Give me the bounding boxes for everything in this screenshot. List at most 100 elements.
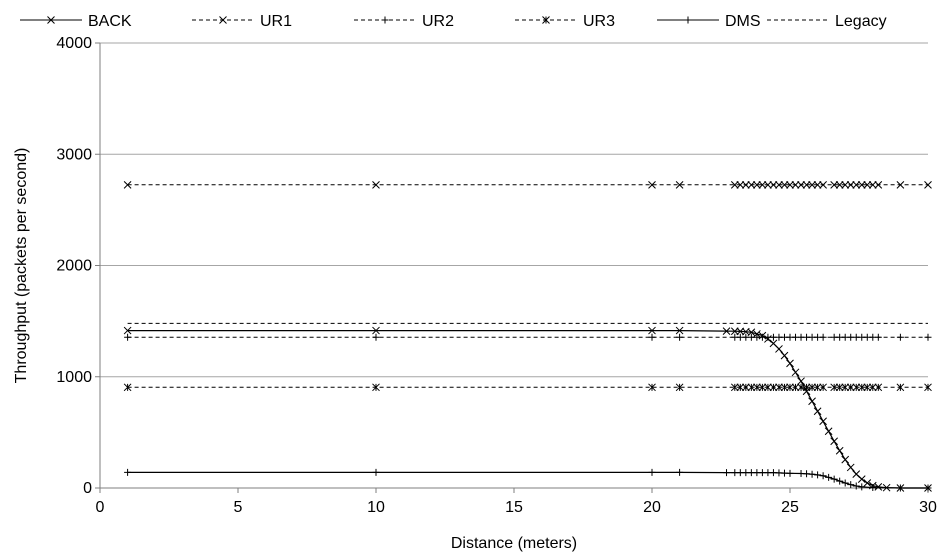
data-point-back xyxy=(675,326,684,335)
data-point-ur2 xyxy=(372,333,380,341)
data-point-ur3 xyxy=(819,383,827,392)
data-point-ur1 xyxy=(819,180,827,189)
data-point-ur3 xyxy=(730,383,739,392)
data-point-dms xyxy=(858,483,866,491)
data-point-ur3 xyxy=(830,383,839,392)
data-point-ur3 xyxy=(123,383,132,392)
legend-item-dms: DMS xyxy=(657,13,761,30)
data-point-ur1 xyxy=(764,180,772,189)
legend-item-ur1: UR1 xyxy=(192,13,292,30)
series-back xyxy=(123,326,932,492)
legend-item-legacy: Legacy xyxy=(767,13,887,30)
data-point-back xyxy=(786,359,794,368)
data-point-ur3 xyxy=(874,383,883,392)
data-point-dms xyxy=(825,473,833,481)
data-point-ur3 xyxy=(372,383,380,392)
data-point-back xyxy=(813,407,822,416)
data-point-back xyxy=(802,387,811,396)
data-point-ur1 xyxy=(835,180,844,189)
data-point-ur3 xyxy=(753,383,761,392)
data-point-ur3 xyxy=(764,383,772,392)
data-point-ur3 xyxy=(924,383,932,392)
data-point-ur1 xyxy=(874,180,883,189)
data-point-dms xyxy=(924,484,932,492)
data-point-ur1 xyxy=(741,180,750,189)
data-point-ur3 xyxy=(780,383,789,392)
data-point-ur3 xyxy=(808,383,816,392)
data-point-dms xyxy=(808,470,816,478)
data-point-dms xyxy=(819,472,827,480)
axes: 0 1000 2000 3000 4000 0 5 10 15 20 25 30 xyxy=(56,35,937,516)
data-point-ur3 xyxy=(813,383,822,392)
data-point-ur1 xyxy=(123,180,132,189)
data-point-ur1 xyxy=(786,180,794,189)
data-point-dms xyxy=(648,468,656,476)
data-point-ur1 xyxy=(775,180,783,189)
data-point-ur1 xyxy=(841,180,850,189)
data-point-dms xyxy=(830,475,838,483)
data-point-ur1 xyxy=(675,180,684,189)
legend-item-ur3: UR3 xyxy=(515,13,615,30)
data-point-ur1 xyxy=(736,180,745,189)
y-tick-label: 0 xyxy=(83,480,92,497)
data-point-ur2 xyxy=(896,333,904,341)
data-point-back xyxy=(841,455,850,464)
legend-label: BACK xyxy=(88,13,132,30)
series-ur3 xyxy=(123,383,932,392)
data-point-ur3 xyxy=(863,383,872,392)
data-point-ur1 xyxy=(747,180,756,189)
data-point-ur3 xyxy=(846,383,855,392)
y-tick-label: 1000 xyxy=(56,369,92,386)
data-point-back xyxy=(648,326,656,335)
legend-marker xyxy=(219,16,227,24)
data-point-back xyxy=(835,446,844,455)
legend: BACK UR1 UR2 UR3 DMS Legacy xyxy=(20,13,887,30)
data-point-ur2 xyxy=(676,333,684,341)
x-tick-label: 25 xyxy=(781,499,799,516)
x-tick-label: 30 xyxy=(919,499,937,516)
series-line-dms xyxy=(127,471,928,489)
legend-label: DMS xyxy=(725,13,761,30)
data-point-back xyxy=(747,328,756,337)
data-point-ur1 xyxy=(924,180,932,189)
legend-marker xyxy=(47,16,55,24)
series-line-back xyxy=(127,330,928,489)
x-tick-label: 20 xyxy=(643,499,661,516)
data-point-ur1 xyxy=(372,180,380,189)
legend-label: UR3 xyxy=(583,13,615,30)
data-point-dms xyxy=(814,471,822,479)
legend-label: Legacy xyxy=(835,13,887,30)
x-tick-label: 0 xyxy=(96,499,105,516)
data-point-ur1 xyxy=(791,180,800,189)
data-point-back xyxy=(846,463,855,472)
data-point-ur1 xyxy=(857,180,866,189)
data-point-ur1 xyxy=(863,180,872,189)
data-point-ur2 xyxy=(924,333,932,341)
data-point-ur1 xyxy=(896,180,905,189)
data-point-dms xyxy=(723,469,731,477)
data-point-ur1 xyxy=(852,180,861,189)
data-point-ur1 xyxy=(730,180,739,189)
y-tick-label: 3000 xyxy=(56,146,92,163)
data-point-ur1 xyxy=(813,180,822,189)
series-dms xyxy=(124,468,932,492)
data-point-ur1 xyxy=(808,180,816,189)
data-point-ur3 xyxy=(852,383,861,392)
data-point-back xyxy=(775,345,783,353)
data-point-ur1 xyxy=(846,180,855,189)
x-tick-label: 15 xyxy=(505,499,523,516)
data-point-dms xyxy=(841,479,849,487)
y-tick-label: 2000 xyxy=(56,258,92,275)
data-point-back xyxy=(791,368,800,377)
data-point-dms xyxy=(124,468,132,476)
data-point-ur2 xyxy=(819,333,827,341)
x-axis-title: Distance (meters) xyxy=(451,535,577,552)
legend-marker xyxy=(381,16,389,24)
x-tick-label: 10 xyxy=(367,499,385,516)
series-ur2 xyxy=(124,333,932,341)
y-axis-title: Throughput (packets per second) xyxy=(13,148,30,384)
data-point-back xyxy=(123,326,132,335)
data-point-ur3 xyxy=(648,383,656,392)
data-point-ur2 xyxy=(874,333,882,341)
legend-item-back: BACK xyxy=(20,13,132,30)
